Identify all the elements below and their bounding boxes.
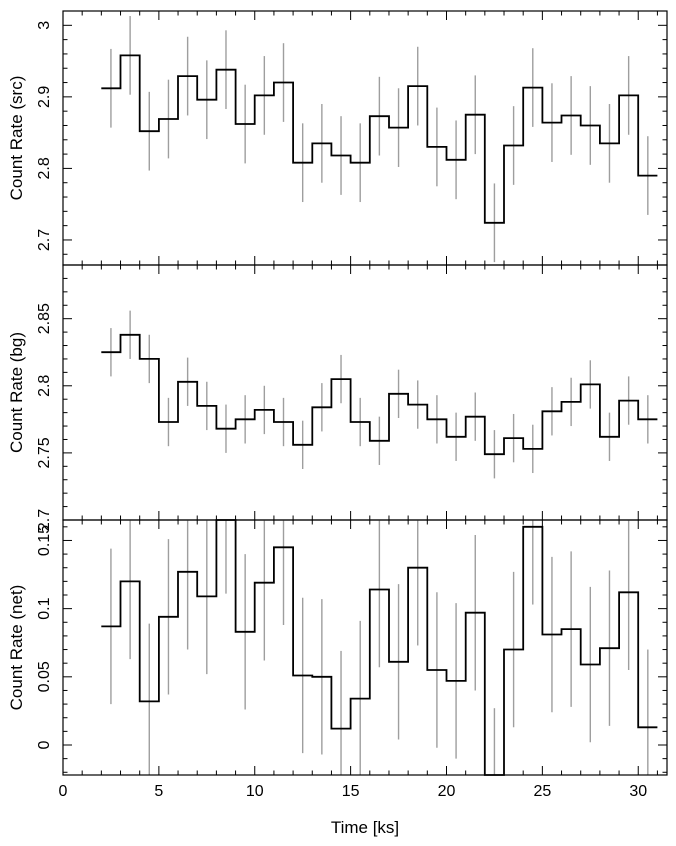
panel-src: 2.7 2.8 2.9 3 Count Rate (src)	[7, 10, 668, 266]
bg-errorbars	[110, 310, 649, 479]
net-ytick-label: 0.05	[36, 661, 53, 692]
src-ticks	[62, 10, 667, 265]
src-step-line	[101, 54, 658, 224]
net-ylabel: Count Rate (net)	[7, 585, 26, 711]
net-xtick-labels: 0 5 10 15 20 25 30	[59, 783, 648, 800]
panel-bg: 2.7 2.75 2.8 2.85 Count Rate (bg)	[7, 264, 668, 531]
panel-net: 0 0.05 0.1 0.15 0 5 10 15 20 25 30 Count Rate (ne…	[7, 519, 668, 837]
src-ytick-label: 2.7	[36, 229, 53, 251]
src-ytick-label: 2.9	[36, 86, 53, 108]
xtick-label: 20	[438, 783, 456, 800]
bg-ticks	[62, 264, 667, 520]
net-ytick-label: 0.1	[36, 597, 53, 619]
bg-ylabel: Count Rate (bg)	[7, 332, 26, 453]
bg-ytick-label: 2.7	[36, 509, 53, 531]
bg-step-line	[101, 333, 658, 456]
xtick-label: 15	[342, 783, 360, 800]
src-ytick-label: 3	[36, 21, 53, 30]
net-step-line	[101, 519, 658, 776]
net-ticks	[62, 520, 667, 775]
bg-ytick-label: 2.75	[36, 437, 53, 468]
src-errorbars	[110, 16, 649, 263]
bg-frame	[62, 264, 668, 521]
net-errorbars	[110, 520, 649, 775]
src-frame	[62, 10, 668, 266]
xtick-label: 0	[59, 783, 68, 800]
xtick-label: 25	[533, 783, 551, 800]
src-ytick-label: 2.8	[36, 157, 53, 179]
xtick-label: 5	[154, 783, 163, 800]
net-ytick-labels: 0 0.05 0.1 0.15	[36, 525, 53, 750]
src-ytick-labels: 2.7 2.8 2.9 3	[36, 21, 53, 251]
xtick-label: 10	[246, 783, 264, 800]
net-frame	[62, 519, 668, 776]
x-axis-label: Time [ks]	[331, 818, 399, 837]
bg-ytick-labels: 2.7 2.75 2.8 2.85	[36, 303, 53, 531]
bg-ytick-label: 2.8	[36, 375, 53, 397]
src-ylabel: Count Rate (src)	[7, 76, 26, 201]
xtick-label: 30	[629, 783, 647, 800]
net-ytick-label: 0	[36, 740, 53, 749]
bg-ytick-label: 2.85	[36, 303, 53, 334]
net-ytick-label: 0.15	[36, 525, 53, 556]
